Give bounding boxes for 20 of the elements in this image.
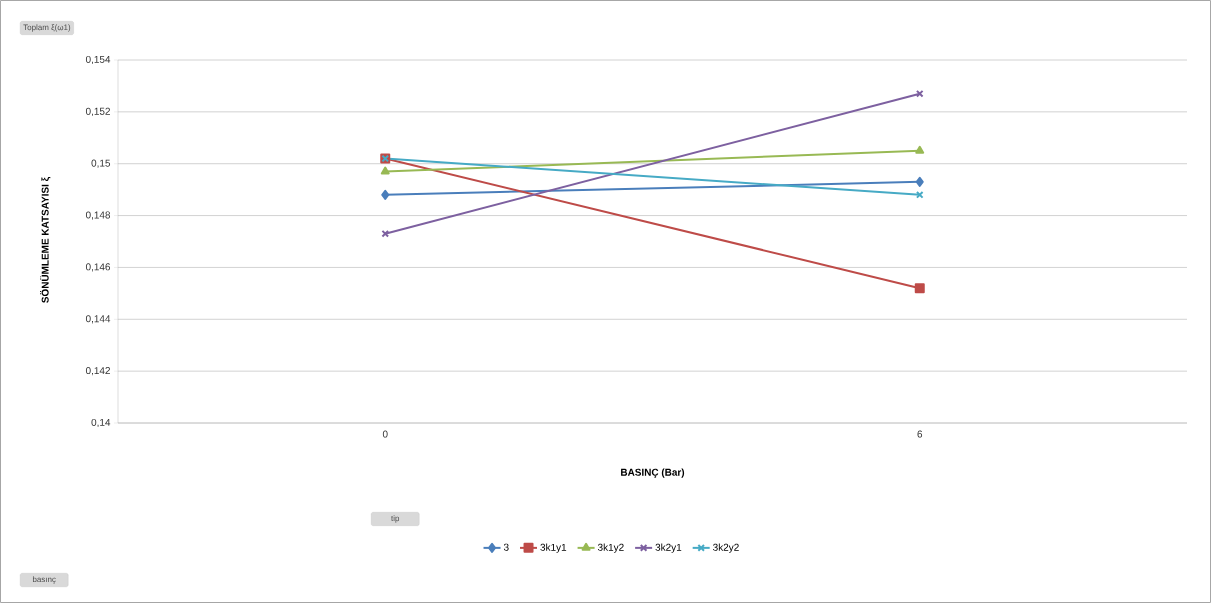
y-axis-title: SÖNÜMLEME KATSAYISI ξ bbox=[40, 176, 51, 303]
y-tick-label: 0,144 bbox=[85, 315, 111, 324]
y-tick-label: 0,152 bbox=[85, 107, 110, 116]
legend-label: 3 bbox=[503, 543, 509, 551]
x-axis-title: BASINÇ (Bar) bbox=[621, 468, 685, 478]
y-tick-label: 0,148 bbox=[85, 211, 111, 220]
y-tick-label: 0,146 bbox=[85, 263, 111, 272]
point bbox=[914, 283, 925, 294]
y-tick-label: 0,154 bbox=[85, 55, 111, 65]
y-tick-label: 0,15 bbox=[91, 159, 111, 168]
legend-label: 3k1y1 bbox=[540, 543, 567, 553]
x-tick-label: 0 bbox=[382, 430, 388, 438]
x-tick-label: 6 bbox=[917, 430, 923, 438]
legend-label: 3k1y2 bbox=[597, 543, 624, 553]
legend-label: 3k2y1 bbox=[655, 543, 682, 553]
legend-label: 3k2y2 bbox=[713, 543, 739, 553]
point bbox=[915, 176, 924, 187]
y-tick-label: 0,14 bbox=[91, 418, 111, 428]
y-tick-label: 0,142 bbox=[85, 367, 110, 376]
point bbox=[381, 189, 390, 200]
